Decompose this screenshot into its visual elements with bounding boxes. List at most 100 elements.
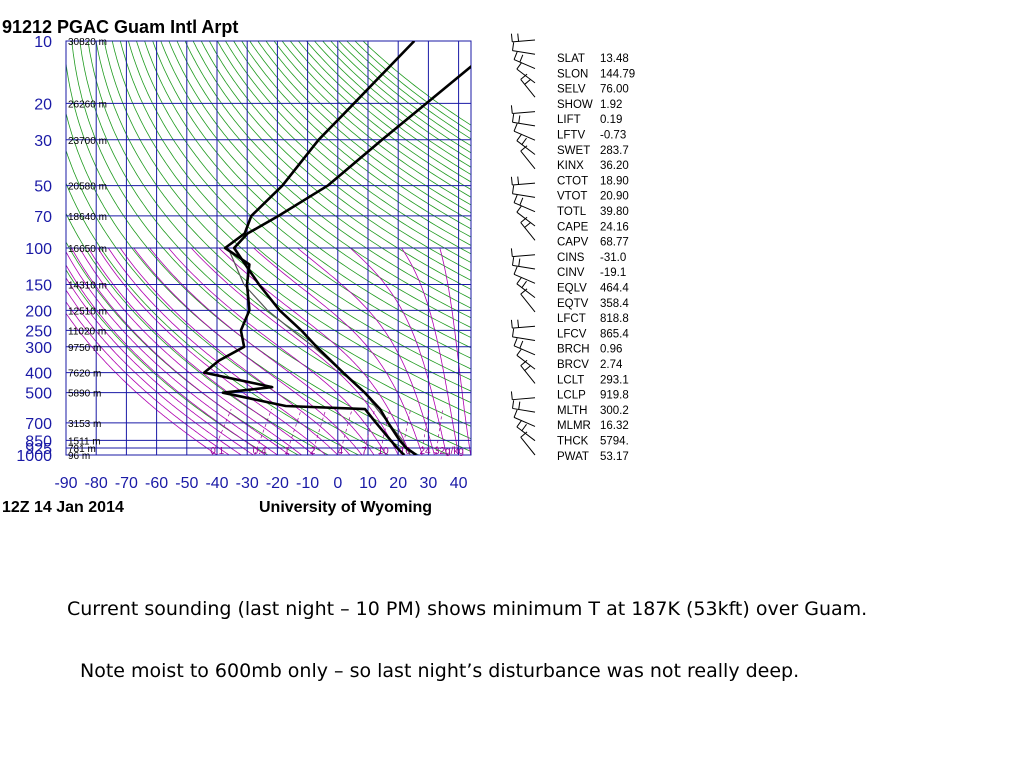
wind-barb-staff <box>520 436 536 456</box>
wind-barb-flag <box>520 288 528 295</box>
wind-barb-flag <box>520 216 528 223</box>
wind-barb-flag <box>520 145 528 152</box>
temperature-tick-label: 20 <box>389 475 407 492</box>
pressure-tick-label: 100 <box>25 241 52 258</box>
mixing-ratio-label: 24 <box>419 446 431 457</box>
wind-barb-staff <box>513 59 536 70</box>
wind-barb <box>520 145 536 170</box>
wind-barb-flag <box>517 319 520 328</box>
wind-barb-flag <box>513 51 518 60</box>
wind-barb-flag <box>520 431 528 438</box>
wind-barb-flag <box>521 424 527 432</box>
wind-barb-staff <box>512 264 536 270</box>
dry-adiabat-line <box>152 41 471 338</box>
height-label: 16650 m <box>68 244 107 255</box>
wind-barb-staff <box>513 202 536 213</box>
pressure-tick-label: 150 <box>25 277 52 294</box>
wind-barb-flag <box>516 205 523 213</box>
index-value: 76.00 <box>600 84 629 96</box>
index-value: 16.32 <box>600 420 629 432</box>
mixing-ratio-label: 0.4 <box>253 446 267 457</box>
index-value: 1.92 <box>600 99 622 111</box>
temperature-tick-label: -60 <box>145 475 168 492</box>
dry-adiabat-line <box>119 41 471 381</box>
dry-adiabats <box>66 41 471 455</box>
wind-barb-flag <box>521 137 527 146</box>
dry-adiabat-line <box>362 41 471 126</box>
dry-adiabat-line <box>281 41 471 198</box>
temperature-tick-label: 0 <box>333 475 342 492</box>
wind-barb-flag <box>510 319 513 329</box>
height-label: 3153 m <box>68 419 101 430</box>
index-value: 53.17 <box>600 451 629 463</box>
wind-barb <box>510 319 536 329</box>
wind-barb-staff <box>513 345 536 356</box>
wind-barb <box>510 105 536 114</box>
mixing-ratio-label: 32g/kg <box>434 446 464 457</box>
wind-barb-flag <box>520 73 528 80</box>
pressure-tick-label: 250 <box>25 323 52 340</box>
pressure-tick-label: 30 <box>34 133 52 150</box>
dry-adiabat-line <box>241 41 471 238</box>
wind-barb-flag <box>524 78 532 85</box>
mixing-ratio-line <box>421 409 430 456</box>
wind-barb-flag <box>510 33 513 42</box>
dry-adiabat-line <box>136 41 471 359</box>
wind-barb-flag <box>518 115 521 124</box>
index-value: 13.48 <box>600 53 629 65</box>
index-value: 300.2 <box>600 405 629 417</box>
index-value: 5794. <box>600 436 629 448</box>
caption-line-1: Current sounding (last night – 10 PM) sh… <box>67 598 868 620</box>
mixing-ratio-label: 16 <box>400 446 412 457</box>
wind-barb <box>520 359 536 384</box>
caption-line-2: Note moist to 600mb only – so last night… <box>80 660 800 682</box>
index-value: 18.90 <box>600 175 629 187</box>
dry-adiabat-line <box>346 41 471 140</box>
wind-barb <box>513 51 536 70</box>
height-label: 30820 m <box>68 37 107 48</box>
wind-barb-flag <box>513 337 518 346</box>
dry-adiabat-line <box>128 41 471 370</box>
index-name: CAPE <box>557 221 589 233</box>
mixing-ratio-label: 1 <box>284 446 290 457</box>
wind-barb-staff <box>513 416 536 427</box>
wind-barb-flag <box>513 194 518 203</box>
wind-barb <box>511 328 536 341</box>
index-value: 2.74 <box>600 359 623 371</box>
dry-adiabat-line <box>217 41 471 263</box>
wind-barb-flag <box>524 221 532 229</box>
dry-adiabat-line <box>66 60 450 455</box>
height-label: 781 m <box>68 444 96 455</box>
moist-adiabat-line <box>87 247 314 455</box>
height-label: 14310 m <box>68 280 107 291</box>
wind-barbs <box>510 33 536 456</box>
index-name: LFCV <box>557 328 587 340</box>
temperature-tick-label: -80 <box>85 475 108 492</box>
height-label: 5890 m <box>68 389 101 400</box>
index-name: LFTV <box>557 130 585 142</box>
dry-adiabat-line <box>338 41 471 147</box>
wind-barb-staff <box>512 50 536 55</box>
index-name: THCK <box>557 436 589 448</box>
wind-barb <box>516 133 536 155</box>
wind-barb <box>510 176 536 186</box>
wind-barb-staff <box>512 336 536 341</box>
index-name: SLON <box>557 68 588 80</box>
skew-t-chart: 91212 PGAC Guam Intl Arpt 0.1 0.4 1 2 4 7 10 16… <box>2 17 635 516</box>
pressure-tick-label: 70 <box>34 209 52 226</box>
wind-barb <box>511 113 536 127</box>
wind-barb-staff <box>512 254 536 258</box>
wind-barb-staff <box>512 182 536 186</box>
pressure-tick-label: 700 <box>25 416 52 433</box>
index-value: 919.8 <box>600 390 629 402</box>
height-label: 9750 m <box>68 343 101 354</box>
wind-barb <box>513 123 536 141</box>
credit-label: University of Wyoming <box>259 499 432 516</box>
index-name: MLMR <box>557 420 591 432</box>
index-name: SHOW <box>557 99 593 111</box>
index-name: CINS <box>557 252 585 264</box>
moist-adiabat-line <box>439 247 471 455</box>
plot-grid <box>65 40 472 456</box>
date-label: 12Z 14 Jan 2014 <box>2 499 124 516</box>
